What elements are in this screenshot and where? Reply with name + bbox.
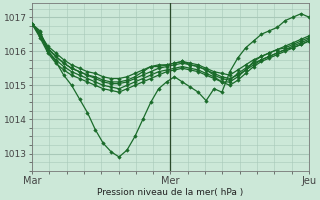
- X-axis label: Pression niveau de la mer( hPa ): Pression niveau de la mer( hPa ): [97, 188, 244, 197]
